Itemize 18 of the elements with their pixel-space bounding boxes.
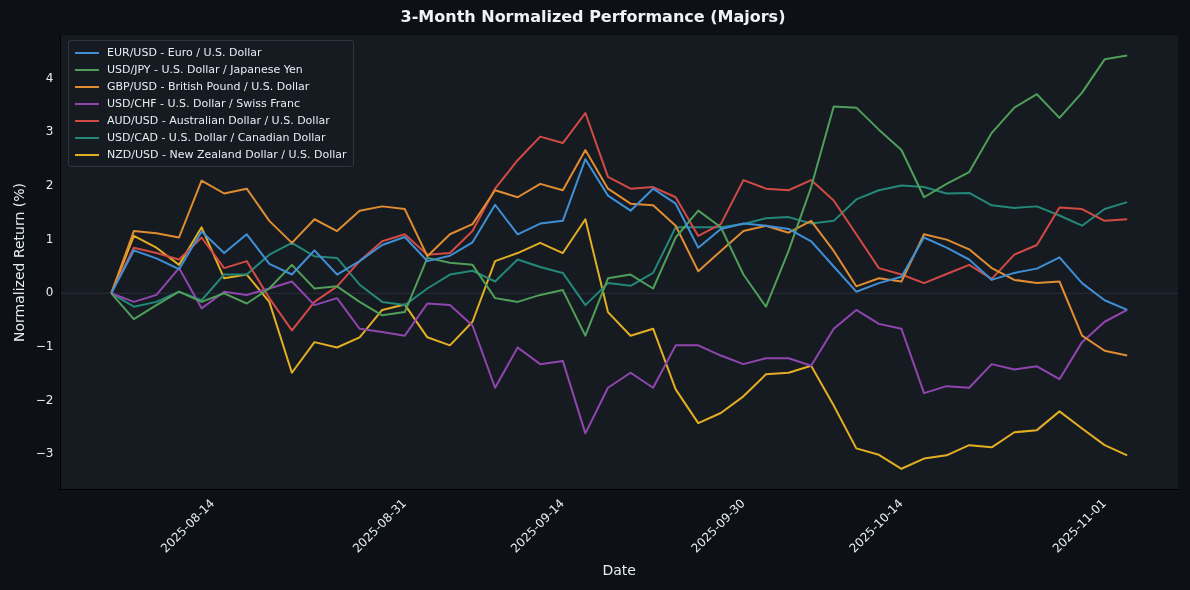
y-tick-label: 2 — [45, 178, 54, 193]
legend-label: USD/CHF - U.S. Dollar / Swiss Franc — [107, 97, 301, 110]
y-tick-label: 3 — [45, 124, 54, 139]
legend-label: NZD/USD - New Zealand Dollar / U.S. Dollar — [107, 148, 347, 161]
legend-label: AUD/USD - Australian Dollar / U.S. Dollar — [107, 114, 330, 127]
y-tick-label: 0 — [45, 285, 54, 300]
y-tick-label: 4 — [45, 70, 54, 85]
y-axis-title: Normalized Return (%) — [11, 182, 28, 342]
legend-label: GBP/USD - British Pound / U.S. Dollar — [107, 80, 310, 93]
chart-title: 3-Month Normalized Performance (Majors) — [400, 6, 786, 26]
y-tick-label: −1 — [35, 339, 54, 354]
legend-label: EUR/USD - Euro / U.S. Dollar — [107, 46, 262, 59]
x-axis-title: Date — [602, 562, 636, 579]
y-tick-label: −3 — [35, 446, 54, 461]
y-tick-label: 1 — [45, 231, 54, 246]
legend-label: USD/CAD - U.S. Dollar / Canadian Dollar — [107, 131, 326, 144]
legend-label: USD/JPY - U.S. Dollar / Japanese Yen — [107, 63, 303, 76]
y-tick-label: −2 — [35, 392, 54, 407]
